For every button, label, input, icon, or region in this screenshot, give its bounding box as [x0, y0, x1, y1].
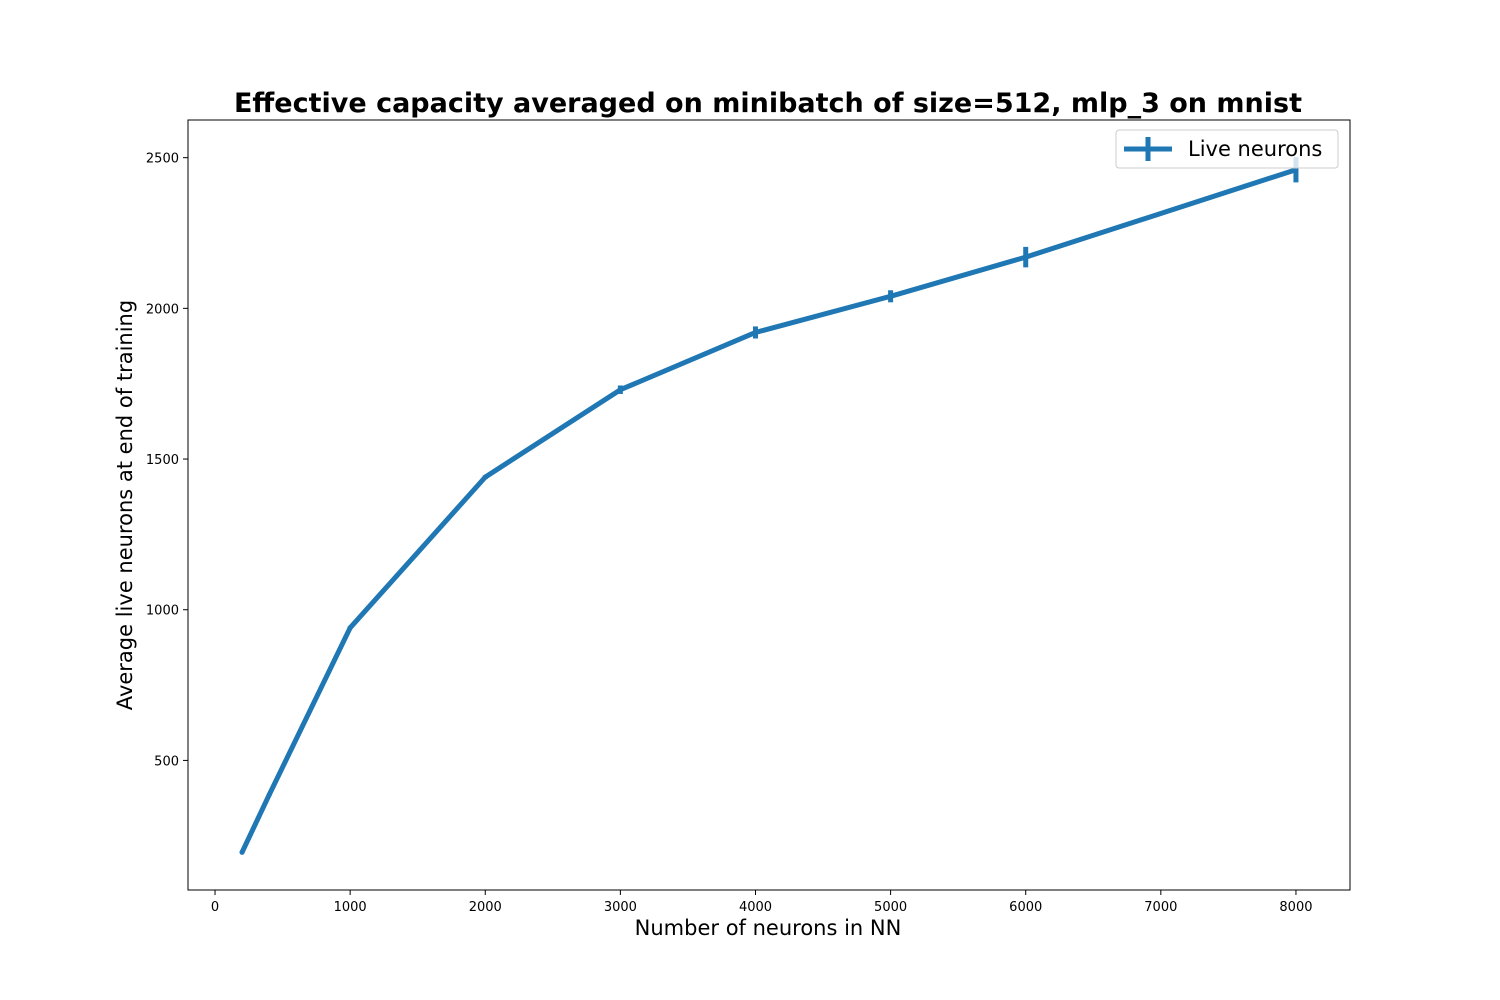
- data-point: [239, 849, 245, 855]
- data-point: [482, 474, 488, 480]
- x-axis-ticks: 0 1000 2000 3000 4000 5000 6000 7000 8000: [211, 890, 1313, 915]
- chart-title: Effective capacity averaged on minibatch…: [234, 88, 1302, 119]
- y-tick-label: 2500: [146, 152, 179, 167]
- x-tick-label: 6000: [1009, 900, 1042, 915]
- series-line-live-neurons: [239, 167, 1297, 854]
- x-tick-label: 7000: [1144, 900, 1177, 915]
- data-point: [617, 387, 623, 393]
- x-tick-label: 5000: [874, 900, 907, 915]
- y-tick-label: 1500: [146, 453, 179, 468]
- x-tick-label: 3000: [604, 900, 637, 915]
- x-axis-label: Number of neurons in NN: [635, 916, 902, 940]
- data-point: [1023, 254, 1029, 260]
- x-tick-label: 0: [211, 900, 219, 915]
- y-axis-label: Average live neurons at end of training: [113, 300, 137, 710]
- x-tick-label: 1000: [334, 900, 367, 915]
- y-tick-label: 500: [154, 754, 179, 769]
- legend-box: [1115, 129, 1339, 169]
- legend: Live neurons: [1115, 129, 1339, 169]
- x-tick-label: 2000: [469, 900, 502, 915]
- y-tick-label: 1000: [146, 604, 179, 619]
- x-tick-label: 8000: [1279, 900, 1312, 915]
- x-tick-label: 4000: [739, 900, 772, 915]
- y-tick-label: 2000: [146, 302, 179, 317]
- y-axis-ticks: 500 1000 1500 2000 2500: [146, 152, 188, 769]
- data-point: [347, 625, 353, 631]
- data-point: [888, 293, 894, 299]
- data-point: [266, 792, 272, 798]
- data-point: [752, 329, 758, 335]
- legend-label: Live neurons: [1188, 137, 1322, 161]
- plot-area: [239, 157, 1299, 855]
- axes-frame: [187, 119, 1351, 891]
